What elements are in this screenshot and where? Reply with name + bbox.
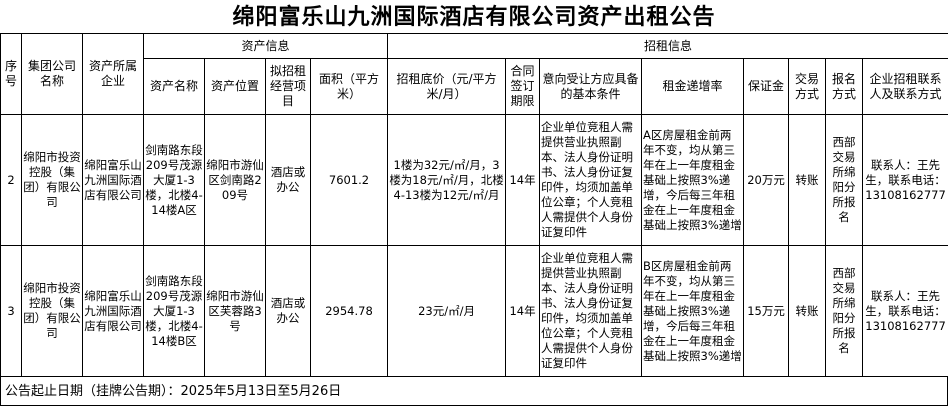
table-row: 2 绵阳市投资控股（集团）有限公司 绵阳富乐山九洲国际酒店有限公司 剑南路东段2… <box>1 115 948 246</box>
page-title: 绵阳富乐山九洲国际酒店有限公司资产出租公告 <box>0 0 948 33</box>
header-location: 资产位置 <box>205 59 266 115</box>
conditions: 企业单位竞租人需提供营业执照副本、法人身份证明书、法人身份证复印件，均须加盖单位… <box>540 246 642 377</box>
header-trade: 交易方式 <box>789 59 826 115</box>
deposit: 20万元 <box>744 115 789 246</box>
header-deposit: 保证金 <box>744 59 789 115</box>
header-increase: 租金递增率 <box>642 59 744 115</box>
announcement-period: 公告起止日期（挂牌公告期）：2025年5月13日至5月26日 <box>0 377 948 406</box>
header-business: 拟招租经营项目 <box>266 59 311 115</box>
header-company: 资产所属企业 <box>83 34 144 115</box>
asset-name: 剑南路东段209号茂源大厦1-3楼，北楼4-14楼A区 <box>144 115 205 246</box>
table-row: 3 绵阳市投资控股（集团）有限公司 绵阳富乐山九洲国际酒店有限公司 剑南路东段2… <box>1 246 948 377</box>
signup: 西部交易所绵阳分所报名 <box>826 246 863 377</box>
asset-name: 剑南路东段209号茂源大厦1-3楼，北楼4-14楼B区 <box>144 246 205 377</box>
contact: 联系人：王先生，联系电话：13108162777 <box>863 246 948 377</box>
header-signup: 报名方式 <box>826 59 863 115</box>
header-asset-info: 资产信息 <box>144 34 388 59</box>
group: 绵阳市投资控股（集团）有限公司 <box>22 246 83 377</box>
area: 2954.78 <box>311 246 388 377</box>
business: 酒店或办公 <box>266 246 311 377</box>
header-price: 招租底价（元/平方米/月） <box>388 59 506 115</box>
group: 绵阳市投资控股（集团）有限公司 <box>22 115 83 246</box>
price: 1楼为32元/㎡/月，3楼为18元/㎡/月，北楼4-13楼为12元/㎡/月 <box>388 115 506 246</box>
header-group: 集团公司名称 <box>22 34 83 115</box>
seq: 3 <box>1 246 22 377</box>
header-asset-name: 资产名称 <box>144 59 205 115</box>
company: 绵阳富乐山九洲国际酒店有限公司 <box>83 115 144 246</box>
trade: 转账 <box>789 246 826 377</box>
location: 绵阳市游仙区芙蓉路3号 <box>205 246 266 377</box>
location: 绵阳市游仙区剑南路209号 <box>205 115 266 246</box>
contact: 联系人：王先生，联系电话：13108162777 <box>863 115 948 246</box>
trade: 转账 <box>789 115 826 246</box>
business: 酒店或办公 <box>266 115 311 246</box>
header-term: 合同签订期限 <box>506 59 540 115</box>
increase: B区房屋租金前两年不变，均从第三年在上一年度租金基础上按照3%递增，今后每三年租… <box>642 246 744 377</box>
header-contact: 企业招租联系人及联系方式 <box>863 59 948 115</box>
header-area: 面积（平方米） <box>311 59 388 115</box>
area: 7601.2 <box>311 115 388 246</box>
header-lease-info: 招租信息 <box>388 34 948 59</box>
signup: 西部交易所绵阳分所报名 <box>826 115 863 246</box>
deposit: 15万元 <box>744 246 789 377</box>
conditions: 企业单位竞租人需提供营业执照副本、法人身份证明书、法人身份证复印件，均须加盖单位… <box>540 115 642 246</box>
header-conditions: 意向受让方应具备的基本条件 <box>540 59 642 115</box>
asset-lease-table: 序号 集团公司名称 资产所属企业 资产信息 招租信息 资产名称 资产位置 拟招租… <box>0 33 948 377</box>
increase: A区房屋租金前两年不变，均从第三年在上一年度租金基础上按照3%递增，今后每三年租… <box>642 115 744 246</box>
term: 14年 <box>506 246 540 377</box>
price: 23元/㎡/月 <box>388 246 506 377</box>
term: 14年 <box>506 115 540 246</box>
company: 绵阳富乐山九洲国际酒店有限公司 <box>83 246 144 377</box>
header-seq: 序号 <box>1 34 22 115</box>
seq: 2 <box>1 115 22 246</box>
